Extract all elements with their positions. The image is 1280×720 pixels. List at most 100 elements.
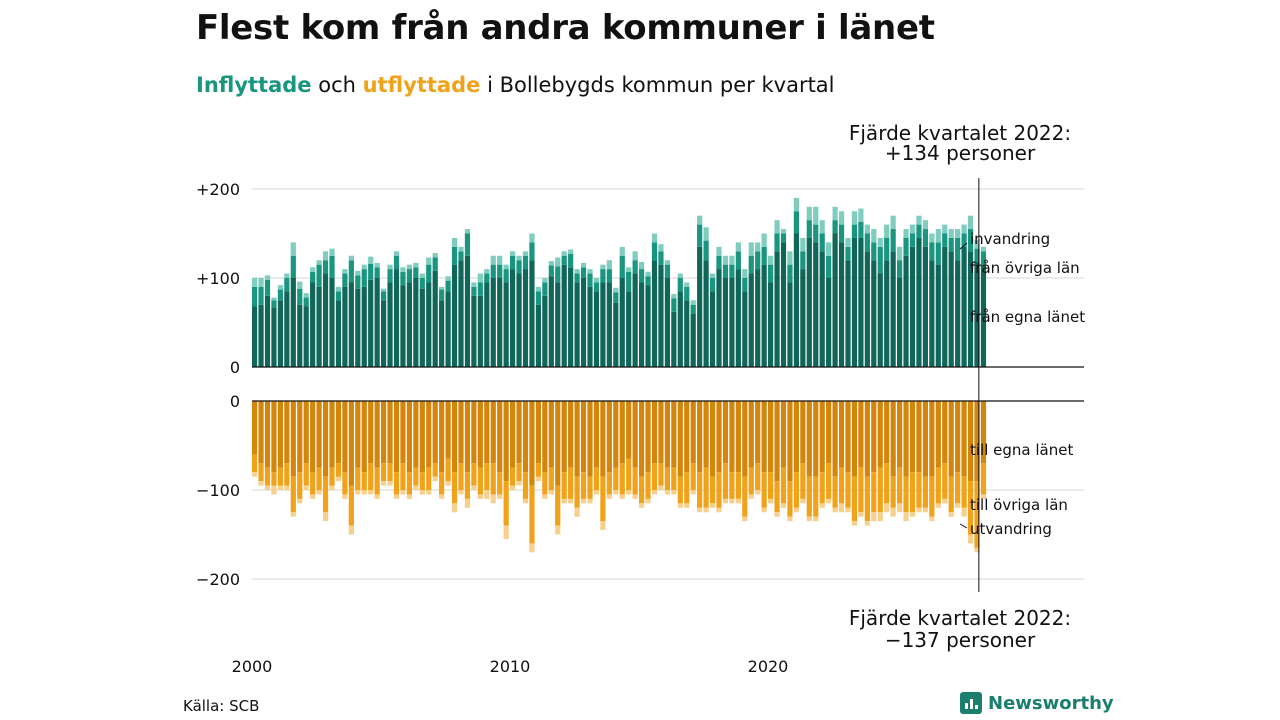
bar-out-own <box>322 401 329 477</box>
bar-in-immig <box>626 267 632 272</box>
bar-in-other <box>297 288 303 305</box>
bar-out-emig <box>419 490 425 495</box>
bar-in-immig <box>510 251 516 256</box>
bar-in-other <box>568 253 574 268</box>
bar-in-immig <box>651 233 658 243</box>
bar-in-other <box>948 237 954 252</box>
bar-out-own <box>348 401 354 486</box>
bar-in-own <box>490 278 496 367</box>
bar-out-emig <box>400 490 406 495</box>
bar-in-other <box>942 233 948 247</box>
bar-out-other <box>974 481 980 548</box>
bar-out-other <box>458 463 464 490</box>
bar-in-immig <box>955 229 961 238</box>
bar-in-immig <box>516 255 522 261</box>
bar-in-other <box>490 264 496 278</box>
bar-in-own <box>361 286 367 367</box>
bar-in-own <box>477 295 483 367</box>
bar-out-other <box>942 463 948 499</box>
bar-in-immig <box>709 273 716 278</box>
bar-out-own <box>826 401 832 464</box>
bar-in-immig <box>593 278 600 283</box>
series-label-in: från övriga län <box>970 259 1080 277</box>
bar-in-immig <box>606 260 612 270</box>
bar-out-own <box>393 401 400 473</box>
bar-in-own <box>768 282 774 367</box>
bar-in-other <box>606 269 612 283</box>
bar-out-emig <box>297 498 303 504</box>
bar-in-other <box>574 273 580 283</box>
bar-in-other <box>542 282 548 296</box>
bar-in-own <box>774 251 780 367</box>
bar-out-other <box>684 472 690 504</box>
bar-in-own <box>484 282 490 367</box>
bar-in-own <box>439 300 445 367</box>
bar-in-own <box>974 261 980 367</box>
bar-out-own <box>967 401 974 482</box>
bar-out-emig <box>877 512 883 522</box>
bar-out-other <box>645 472 651 499</box>
bar-out-other <box>593 467 600 490</box>
bar-in-immig <box>890 215 896 230</box>
bar-out-emig <box>374 494 380 499</box>
bar-in-own <box>335 300 342 367</box>
bar-in-own <box>297 304 303 367</box>
bar-out-emig <box>909 512 916 517</box>
bar-in-own <box>316 286 322 367</box>
chart-subtitle: Inflyttade och utflyttade i Bollebygds k… <box>196 73 835 97</box>
bar-out-own <box>684 401 690 473</box>
bar-in-immig <box>761 233 767 247</box>
bar-out-emig <box>716 507 722 513</box>
bar-out-emig <box>561 498 567 504</box>
bar-in-other <box>858 221 864 238</box>
bar-in-own <box>587 286 593 367</box>
bar-out-other <box>935 467 941 504</box>
bar-out-emig <box>826 498 832 504</box>
bar-in-immig <box>374 262 380 268</box>
bar-in-immig <box>310 267 316 272</box>
bar-out-emig <box>303 485 309 490</box>
bar-in-own <box>806 237 812 367</box>
bar-out-other <box>600 476 606 522</box>
bar-out-emig <box>955 503 961 508</box>
bar-out-own <box>961 401 967 477</box>
bar-in-own <box>761 264 767 367</box>
bar-in-own <box>935 264 941 367</box>
bar-out-own <box>548 401 554 468</box>
bar-in-immig <box>684 282 690 287</box>
series-label-out: till egna länet <box>970 441 1073 459</box>
bar-in-other <box>471 286 477 296</box>
bar-in-own <box>780 242 787 367</box>
bar-in-other <box>587 273 593 287</box>
bar-out-own <box>284 401 290 464</box>
bar-in-immig <box>942 224 948 234</box>
bar-out-own <box>658 401 664 464</box>
bar-in-other <box>955 237 961 261</box>
bar-out-emig <box>613 490 619 495</box>
bar-in-immig <box>897 246 903 261</box>
bar-out-own <box>316 401 322 468</box>
bar-out-other <box>793 472 799 508</box>
bar-out-own <box>342 401 348 473</box>
bar-out-emig <box>768 498 774 504</box>
bar-out-emig <box>787 516 793 522</box>
bar-out-own <box>800 401 806 464</box>
bar-in-immig <box>697 215 703 225</box>
bar-in-other <box>271 300 277 308</box>
bar-out-emig <box>858 512 864 517</box>
newsworthy-logo-icon <box>960 692 982 714</box>
bar-out-emig <box>406 494 412 499</box>
bar-in-own <box>858 237 864 367</box>
bar-out-own <box>445 401 451 459</box>
bar-in-immig <box>613 287 619 293</box>
bar-out-own <box>600 401 606 477</box>
annotation-top-line2: +134 personer <box>885 141 1036 165</box>
bar-out-emig <box>574 507 580 517</box>
bar-out-emig <box>838 503 845 513</box>
bar-in-immig <box>845 237 851 247</box>
bar-out-emig <box>316 490 322 495</box>
bar-out-own <box>922 401 928 477</box>
bar-out-other <box>903 476 909 513</box>
bar-out-own <box>974 401 980 482</box>
bar-in-own <box>819 251 825 367</box>
